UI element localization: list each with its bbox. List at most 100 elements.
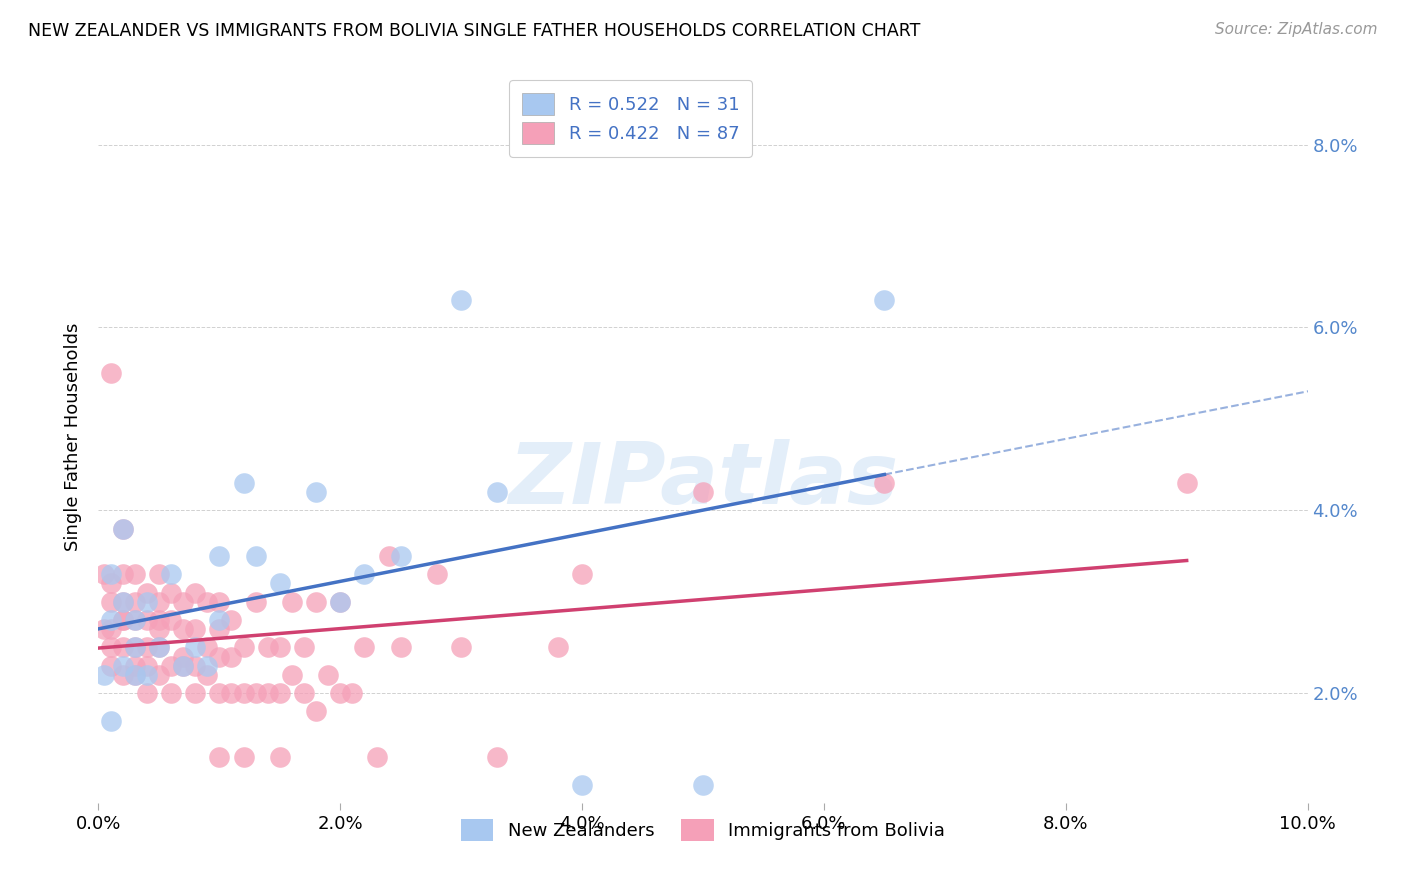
Point — [160, 686, 183, 700]
Point — [100, 622, 122, 636]
Point — [256, 686, 278, 700]
Point — [172, 594, 194, 608]
Point — [135, 613, 157, 627]
Point — [547, 640, 569, 655]
Point — [172, 649, 194, 664]
Point — [208, 622, 231, 636]
Point — [269, 576, 291, 591]
Point — [124, 594, 146, 608]
Point — [1175, 475, 1198, 490]
Point — [184, 622, 207, 636]
Point — [208, 686, 231, 700]
Point — [389, 640, 412, 655]
Point — [135, 686, 157, 700]
Point — [111, 613, 134, 627]
Point — [571, 567, 593, 582]
Point — [148, 667, 170, 682]
Point — [245, 686, 267, 700]
Point — [160, 567, 183, 582]
Point — [208, 613, 231, 627]
Point — [245, 594, 267, 608]
Point — [148, 622, 170, 636]
Point — [124, 667, 146, 682]
Text: ZIPatlas: ZIPatlas — [508, 440, 898, 523]
Point — [160, 585, 183, 599]
Point — [111, 594, 134, 608]
Point — [184, 640, 207, 655]
Point — [148, 567, 170, 582]
Point — [172, 658, 194, 673]
Point — [221, 613, 243, 627]
Point — [377, 549, 399, 563]
Point — [135, 658, 157, 673]
Point — [148, 640, 170, 655]
Point — [232, 640, 254, 655]
Point — [208, 594, 231, 608]
Point — [353, 640, 375, 655]
Point — [208, 750, 231, 764]
Point — [124, 640, 146, 655]
Point — [329, 686, 352, 700]
Point — [450, 640, 472, 655]
Point — [873, 475, 896, 490]
Point — [342, 686, 364, 700]
Point — [172, 658, 194, 673]
Point — [100, 613, 122, 627]
Point — [366, 750, 388, 764]
Text: Source: ZipAtlas.com: Source: ZipAtlas.com — [1215, 22, 1378, 37]
Point — [281, 667, 304, 682]
Point — [93, 622, 115, 636]
Point — [232, 750, 254, 764]
Point — [160, 613, 183, 627]
Point — [292, 640, 315, 655]
Point — [692, 778, 714, 792]
Point — [172, 622, 194, 636]
Point — [100, 658, 122, 673]
Point — [124, 613, 146, 627]
Point — [184, 686, 207, 700]
Point — [148, 640, 170, 655]
Point — [93, 567, 115, 582]
Point — [135, 667, 157, 682]
Point — [124, 613, 146, 627]
Point — [100, 567, 122, 582]
Point — [100, 714, 122, 728]
Point — [256, 640, 278, 655]
Point — [426, 567, 449, 582]
Point — [124, 640, 146, 655]
Point — [232, 686, 254, 700]
Point — [305, 485, 328, 500]
Point — [135, 640, 157, 655]
Point — [353, 567, 375, 582]
Point — [184, 585, 207, 599]
Point — [486, 485, 509, 500]
Point — [221, 649, 243, 664]
Point — [195, 658, 218, 673]
Point — [329, 594, 352, 608]
Point — [111, 658, 134, 673]
Text: NEW ZEALANDER VS IMMIGRANTS FROM BOLIVIA SINGLE FATHER HOUSEHOLDS CORRELATION CH: NEW ZEALANDER VS IMMIGRANTS FROM BOLIVIA… — [28, 22, 921, 40]
Point — [269, 750, 291, 764]
Point — [316, 667, 339, 682]
Point — [124, 567, 146, 582]
Point — [245, 549, 267, 563]
Point — [124, 667, 146, 682]
Point — [195, 594, 218, 608]
Point — [292, 686, 315, 700]
Legend: New Zealanders, Immigrants from Bolivia: New Zealanders, Immigrants from Bolivia — [454, 812, 952, 848]
Point — [305, 705, 328, 719]
Point — [208, 549, 231, 563]
Point — [269, 686, 291, 700]
Point — [93, 667, 115, 682]
Point — [124, 658, 146, 673]
Point — [100, 594, 122, 608]
Point — [486, 750, 509, 764]
Y-axis label: Single Father Households: Single Father Households — [65, 323, 83, 551]
Point — [232, 475, 254, 490]
Point — [195, 667, 218, 682]
Point — [100, 640, 122, 655]
Point — [135, 585, 157, 599]
Point — [221, 686, 243, 700]
Point — [389, 549, 412, 563]
Point — [571, 778, 593, 792]
